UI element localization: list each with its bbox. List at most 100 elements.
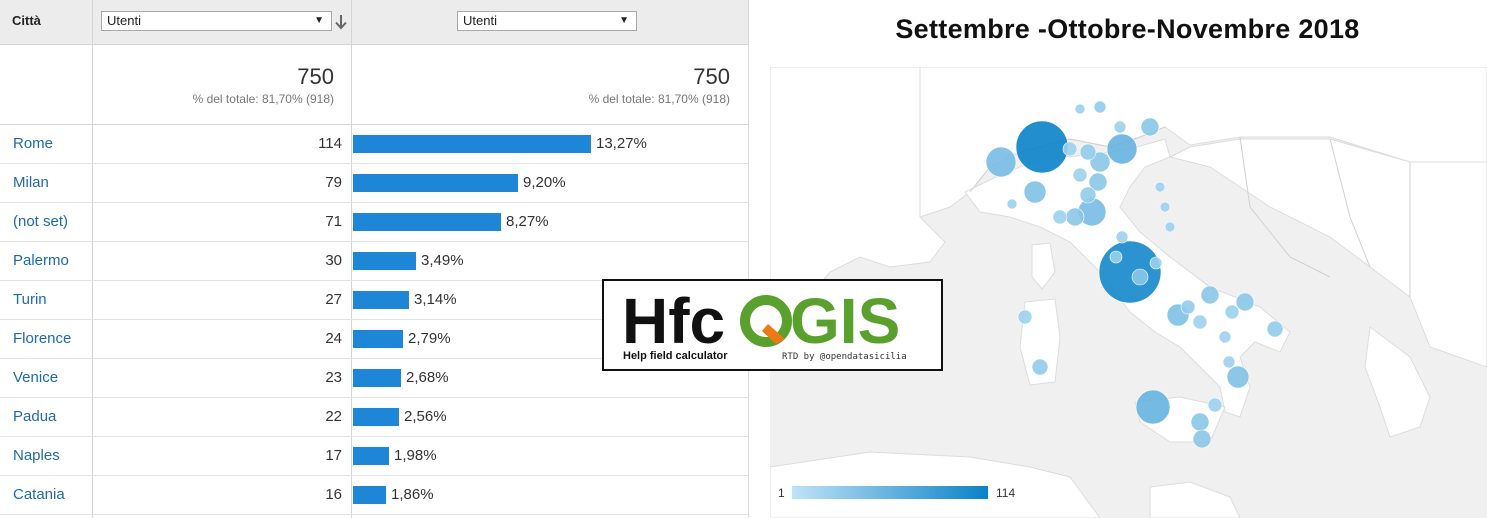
- caret-down-icon: ▼: [619, 15, 629, 26]
- map-bubble[interactable]: [1149, 256, 1163, 270]
- table-header: Città Utenti ▼ Utenti ▼: [0, 0, 748, 45]
- city-column-header[interactable]: Città: [12, 13, 41, 28]
- map-bubble[interactable]: [1023, 180, 1047, 204]
- table-row: Turin 27 3,14%: [0, 281, 748, 320]
- svg-text:GIS: GIS: [790, 285, 900, 357]
- table-row: Venice 23 2,68%: [0, 359, 748, 398]
- map-title: Settembre -Ottobre-Novembre 2018: [895, 14, 1360, 44]
- user-count: 16: [325, 486, 342, 503]
- map-bubble[interactable]: [1079, 186, 1097, 204]
- map-bubble[interactable]: [1190, 412, 1210, 432]
- map-bubble[interactable]: [1226, 365, 1250, 389]
- map-bubble[interactable]: [1140, 117, 1160, 137]
- user-count: 27: [325, 291, 342, 308]
- map-bubble[interactable]: [1164, 221, 1176, 233]
- legend-min-label: 1: [778, 486, 785, 500]
- city-link[interactable]: Palermo: [13, 252, 69, 269]
- percent-bar: [353, 252, 416, 270]
- table-row: Florence 24 2,79%: [0, 320, 748, 359]
- map-bubble[interactable]: [1093, 100, 1107, 114]
- map-bubble[interactable]: [1031, 358, 1049, 376]
- map-bubble[interactable]: [1218, 330, 1232, 344]
- totals-row: 750 % del totale: 81,70% (918) 750 % del…: [0, 44, 748, 125]
- map-bubble[interactable]: [1131, 268, 1149, 286]
- map-bubble[interactable]: [1154, 181, 1166, 193]
- table-row: Rome 114 13,27%: [0, 125, 748, 164]
- metric-select-secondary[interactable]: Utenti ▼: [457, 11, 637, 31]
- percent-label: 1,98%: [394, 447, 437, 464]
- map-bubbles: [985, 100, 1284, 449]
- map-bubble[interactable]: [1074, 103, 1086, 115]
- city-link[interactable]: Turin: [13, 291, 47, 308]
- percent-bar: [353, 135, 591, 153]
- map-bubble[interactable]: [1062, 141, 1078, 157]
- table-row: Palermo 30 3,49%: [0, 242, 748, 281]
- map-bubble[interactable]: [1200, 285, 1220, 305]
- map-bubble[interactable]: [1207, 397, 1223, 413]
- table-row: (not set) 71 8,27%: [0, 203, 748, 242]
- percent-bar: [353, 174, 518, 192]
- map-bubble[interactable]: [1192, 429, 1212, 449]
- city-link[interactable]: Rome: [13, 135, 54, 152]
- city-link[interactable]: Padua: [13, 408, 57, 425]
- column-divider: [351, 0, 352, 518]
- map-bubble[interactable]: [1180, 299, 1196, 315]
- map-bubble[interactable]: [1115, 230, 1129, 244]
- map-bubble[interactable]: [985, 146, 1017, 178]
- percent-bar: [353, 408, 399, 426]
- table-row: Milan 79 9,20%: [0, 164, 748, 203]
- user-count: 30: [325, 252, 342, 269]
- percent-label: 2,68%: [406, 369, 449, 386]
- map-bubble[interactable]: [1109, 250, 1123, 264]
- map-bubble[interactable]: [1159, 201, 1171, 213]
- map-bubble[interactable]: [1192, 314, 1208, 330]
- total-primary: 750 % del totale: 81,70% (918): [110, 64, 334, 107]
- percent-bar: [353, 486, 386, 504]
- arrow-down-icon[interactable]: [334, 14, 348, 30]
- logo-credit: RTD by @opendatasicilia: [782, 352, 907, 362]
- city-link[interactable]: Venice: [13, 369, 59, 386]
- map-bubble[interactable]: [1072, 167, 1088, 183]
- map-bubble[interactable]: [1017, 309, 1033, 325]
- percent-bar: [353, 291, 409, 309]
- qgis-mark-icon: [740, 295, 792, 347]
- city-link[interactable]: Florence: [13, 330, 72, 347]
- logo-tagline: Help field calculator: [623, 350, 728, 362]
- map-bubble[interactable]: [1135, 389, 1171, 425]
- percent-label: 1,86%: [391, 486, 434, 503]
- city-link[interactable]: Milan: [13, 174, 49, 191]
- total-secondary: 750 % del totale: 81,70% (918): [420, 64, 730, 107]
- map-bubble[interactable]: [1065, 207, 1085, 227]
- map-bubble[interactable]: [1224, 304, 1240, 320]
- metric-select-primary[interactable]: Utenti ▼: [101, 11, 332, 31]
- map-bubble[interactable]: [1052, 209, 1068, 225]
- table-row: Padua 22 2,56%: [0, 398, 748, 437]
- map-bubble[interactable]: [1015, 120, 1069, 174]
- percent-label: 2,56%: [404, 408, 447, 425]
- user-count: 23: [325, 369, 342, 386]
- map-bubble[interactable]: [1235, 292, 1255, 312]
- map-bubble[interactable]: [1089, 151, 1111, 173]
- map-bubble[interactable]: [1113, 120, 1127, 134]
- logo-wordmark: Hfc GIS: [622, 285, 900, 357]
- map-bubble[interactable]: [1006, 198, 1018, 210]
- total-secondary-value: 750: [693, 64, 730, 89]
- percent-label: 2,79%: [408, 330, 451, 347]
- user-count: 79: [325, 174, 342, 191]
- map-bubble[interactable]: [1098, 240, 1162, 304]
- map-bubble[interactable]: [1079, 143, 1097, 161]
- city-link[interactable]: Naples: [13, 447, 60, 464]
- user-count: 114: [318, 135, 342, 152]
- total-secondary-percent: % del totale: 81,70% (918): [588, 92, 730, 106]
- percent-label: 8,27%: [506, 213, 549, 230]
- map-bubble[interactable]: [1088, 172, 1108, 192]
- city-link[interactable]: Catania: [13, 486, 65, 503]
- map-bubble[interactable]: [1106, 133, 1138, 165]
- caret-down-icon: ▼: [314, 15, 324, 26]
- percent-label: 3,49%: [421, 252, 464, 269]
- city-link[interactable]: (not set): [13, 213, 69, 230]
- map-bubble[interactable]: [1266, 320, 1284, 338]
- map-bubble[interactable]: [1222, 355, 1236, 369]
- percent-label: 3,14%: [414, 291, 457, 308]
- user-count: 17: [325, 447, 342, 464]
